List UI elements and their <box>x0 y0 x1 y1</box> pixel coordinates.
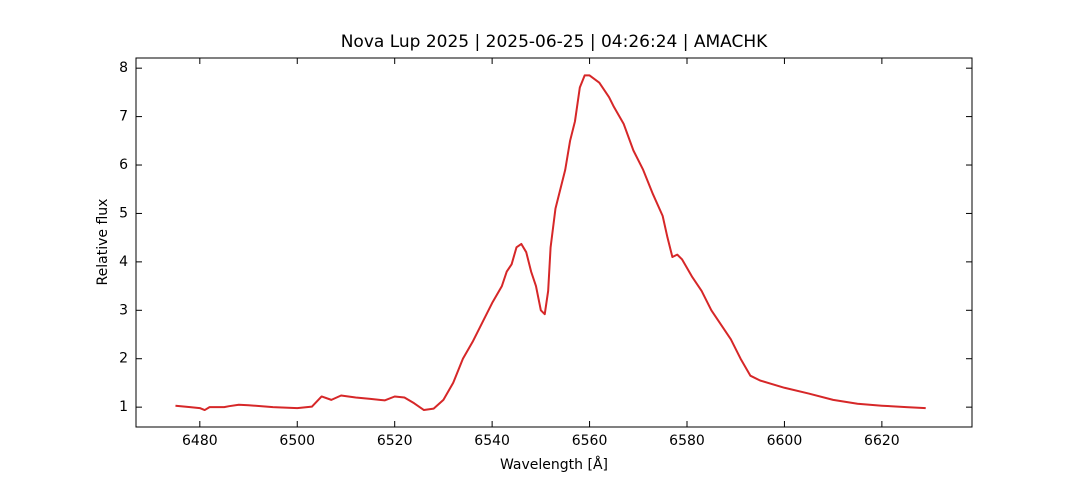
y-tick-label: 2 <box>119 351 128 367</box>
y-tick-label: 1 <box>119 399 128 415</box>
x-tick-label: 6480 <box>182 433 218 449</box>
x-tick-label: 6500 <box>279 433 315 449</box>
x-axis-label: Wavelength [Å] <box>500 456 608 473</box>
x-tick-label: 6580 <box>669 433 705 449</box>
x-tick-label: 6540 <box>474 433 510 449</box>
y-tick-label: 3 <box>119 302 128 318</box>
y-tick-label: 4 <box>119 254 128 270</box>
plot-frame <box>135 57 973 428</box>
x-tick-label: 6560 <box>572 433 608 449</box>
x-tick-label: 6600 <box>767 433 803 449</box>
y-tick-label: 5 <box>119 205 128 221</box>
y-tick-label: 6 <box>119 157 128 173</box>
y-tick-label: 8 <box>119 60 128 76</box>
x-tick-label: 6520 <box>377 433 413 449</box>
y-axis-label: Relative flux <box>95 199 111 286</box>
x-tick-label: 6620 <box>864 433 900 449</box>
data-line <box>175 74 926 412</box>
y-tick-label: 7 <box>119 109 128 125</box>
chart-title: Nova Lup 2025 | 2025-06-25 | 04:26:24 | … <box>341 32 768 52</box>
